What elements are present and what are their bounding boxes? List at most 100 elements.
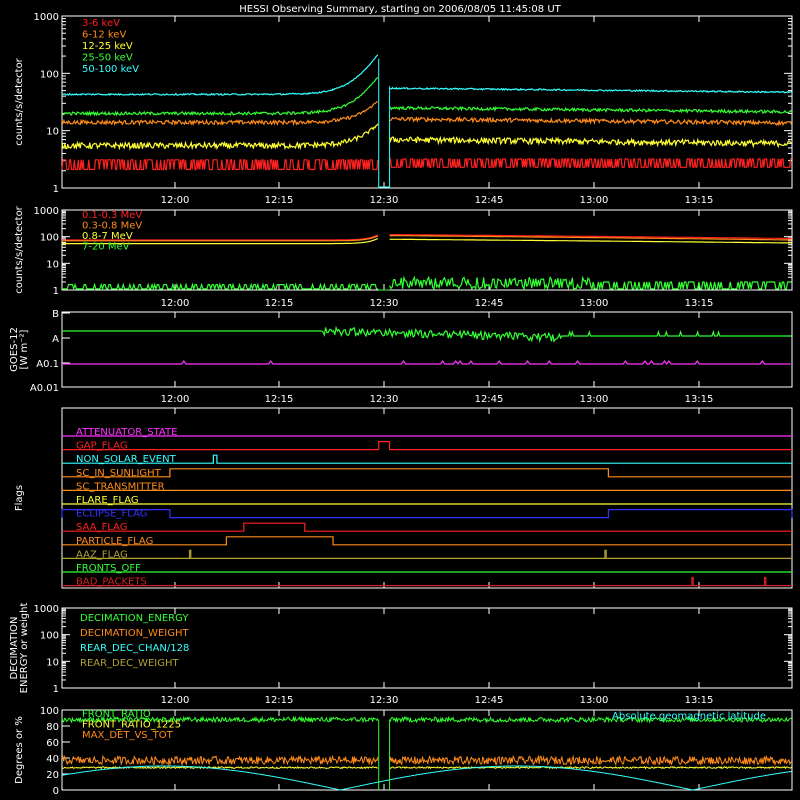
panel6-legend-item: MAX_DET_VS_TOT — [82, 730, 174, 741]
panel6-ytick-label: 40 — [46, 754, 59, 765]
panel2-legend-item: 0.8-7 MeV — [82, 231, 133, 242]
flag-label: FLARE_FLAG — [76, 495, 139, 506]
panel3-ytick-label: A — [52, 334, 59, 345]
panel2-xtick-label: 12:00 — [161, 298, 190, 309]
flag-line-sc_in_sunlight — [62, 468, 792, 478]
flag-line-eclipse_flag — [61, 509, 793, 519]
panel2-ytick-label: 1000 — [34, 206, 59, 217]
series-0.1-0.3 MeV-pre — [62, 234, 379, 241]
flag-line-gap_flag — [62, 441, 792, 451]
series-7-20 MeV-pre — [62, 282, 378, 291]
geomag-annotation: Absolute geomagnetic latitude — [612, 711, 766, 722]
panel3-xtick-label: 12:15 — [265, 394, 294, 405]
series-3-6-keV-post — [389, 158, 792, 168]
panel5-xtick-label: 12:30 — [370, 695, 399, 706]
panel6-legend-item: FRONT_RATIO_1225 — [82, 720, 181, 731]
series-25-50-keV-pre — [61, 76, 379, 117]
series-front_ratio-pre — [61, 715, 379, 724]
panel3-xtick-label: 13:00 — [580, 394, 609, 405]
panel3-xtick-label: 12:30 — [370, 394, 399, 405]
panel2-frame — [61, 209, 793, 291]
flag-label: SC_IN_SUNLIGHT — [76, 468, 162, 479]
panel3-ytick-label: A0.1 — [36, 359, 59, 370]
series-goes-short — [62, 359, 791, 366]
panel5-xtick-label: 12:15 — [265, 695, 294, 706]
flag-label: BAD_PACKETS — [76, 577, 147, 588]
panel2-legend-item: 7-20 MeV — [82, 242, 130, 253]
flag-line-saa_flag — [62, 522, 792, 532]
flag-label: SAA_FLAG — [76, 522, 127, 533]
series-25-50-keV-post — [389, 105, 792, 115]
flag-label: PARTICLE_FLAG — [76, 536, 153, 547]
panel5-xtick-label: 12:00 — [161, 695, 190, 706]
panel3-ytick-label: B — [52, 309, 59, 320]
series-12-25-keV-post — [389, 135, 792, 149]
series-3-6-keV-pre — [61, 159, 379, 171]
panel1-xtick-label: 13:15 — [685, 195, 714, 206]
series-max_det_vs_tot-post — [389, 754, 792, 767]
series-goes-long — [62, 325, 792, 343]
panel3-xtick-label: 12:00 — [161, 394, 190, 405]
series-0.8-7 MeV-pre — [62, 238, 379, 245]
panel5-legend-item: DECIMATION_WEIGHT — [80, 628, 189, 639]
panel2-ytick-label: 100 — [40, 233, 59, 244]
panel1-ytick-label: 1000 — [34, 12, 59, 23]
series-max_det_vs_tot-pre — [61, 754, 379, 767]
flag-label: ATTENUATOR_STATE — [76, 427, 177, 438]
panel6-ylabel: Degrees or % — [14, 716, 25, 784]
series-0.8-7 MeV-post — [389, 238, 792, 244]
panel1-legend-item: 12-25 keV — [82, 41, 133, 52]
panel5-ytick-label: 10 — [46, 657, 59, 668]
chart-title: HESSI Observing Summary, starting on 200… — [239, 4, 561, 15]
series-front_ratio_1225-pre — [61, 765, 379, 770]
panel1-legend-item: 25-50 keV — [82, 53, 133, 64]
series-6-12-keV-pre — [61, 101, 378, 127]
flag-line-aaz_flag — [62, 549, 792, 560]
series-12-25-keV-pre — [61, 123, 379, 151]
panel2-ytick-label: 1 — [53, 286, 59, 297]
series-6-12-keV-post — [389, 115, 793, 127]
panel3-frame — [61, 311, 793, 388]
panel2-xtick-label: 12:45 — [475, 298, 504, 309]
flag-line-bad_packets — [62, 576, 792, 587]
panel1-legend-item: 50-100 keV — [82, 64, 139, 75]
panel1-xtick-label: 12:00 — [161, 195, 190, 206]
panel4-ylabel: Flags — [14, 485, 25, 511]
series-front_ratio_1225-post — [389, 766, 792, 770]
panel3-xtick-label: 13:15 — [685, 394, 714, 405]
flag-line-particle_flag — [62, 536, 792, 546]
panel2-xtick-label: 12:15 — [265, 298, 294, 309]
series-0.1-0.3 MeV-post — [389, 234, 792, 240]
panel5-xtick-label: 13:00 — [580, 695, 609, 706]
flag-label: GAP_FLAG — [76, 441, 128, 452]
flag-line-non_solar_event — [62, 454, 792, 464]
panel1-xtick-label: 12:15 — [265, 195, 294, 206]
panel5-frame — [61, 607, 793, 689]
flag-label: FRONTS_OFF — [76, 563, 141, 574]
panel1-ytick-label: 10 — [46, 127, 59, 138]
panel1-ytick-label: 1 — [53, 184, 59, 195]
panel2-legend-item: 0.1-0.3 MeV — [82, 210, 142, 221]
panel3-ylabel: [W m⁻²] — [19, 329, 30, 369]
panel6-ytick-label: 60 — [46, 738, 59, 749]
panel5-legend-item: DECIMATION_ENERGY — [80, 613, 189, 624]
panel1-xtick-label: 12:30 — [370, 195, 399, 206]
series-0.3-0.8 MeV-pre — [62, 235, 379, 242]
panel5-ylabel: DECIMATION — [9, 616, 20, 679]
series-7-20 MeV-post — [389, 275, 792, 292]
panel1-xtick-label: 13:00 — [580, 195, 609, 206]
panel5-xtick-label: 12:45 — [475, 695, 504, 706]
panel3-xtick-label: 12:45 — [475, 394, 504, 405]
panel5-legend-item: REAR_DEC_CHAN/128 — [80, 643, 189, 654]
series-0.3-0.8 MeV-post — [389, 235, 792, 241]
panel2-xtick-label: 12:30 — [370, 298, 399, 309]
panel2-ylabel: counts/s/detector — [14, 205, 25, 293]
panel3-ylabel: GOES-12 — [9, 327, 20, 372]
panel1-frame — [61, 15, 793, 189]
series-geomag-latitude — [61, 765, 792, 791]
flag-label: AAZ_FLAG — [76, 549, 128, 560]
panel6-legend-item: FRONT_RATIO — [82, 709, 151, 720]
panel5-ylabel: ENERGY or weight — [19, 603, 30, 694]
panel6-ytick-label: 20 — [46, 770, 59, 781]
panel4-frame — [61, 407, 793, 589]
